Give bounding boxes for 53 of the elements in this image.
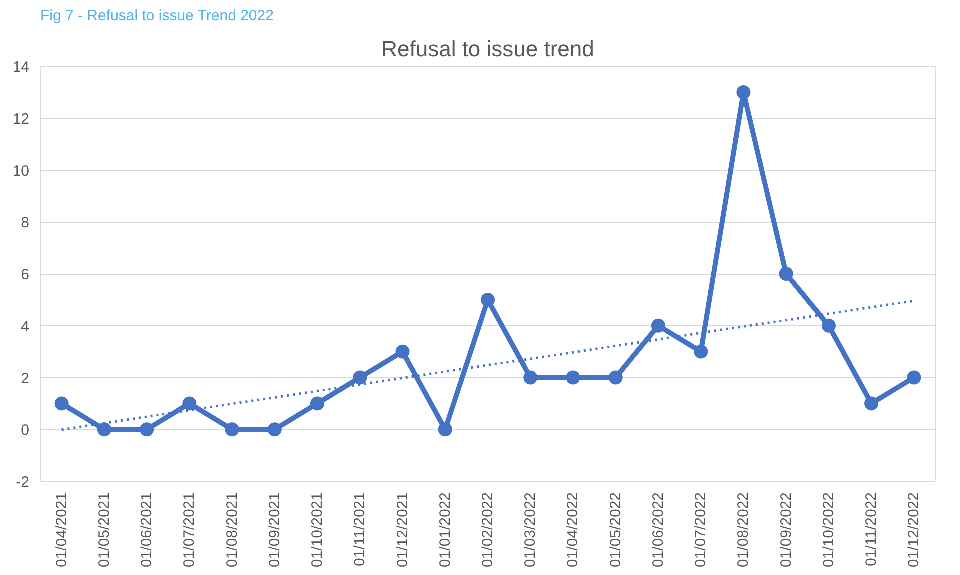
- x-tick-label: 01/11/2022: [863, 492, 880, 566]
- y-tick-label: 0: [21, 422, 30, 440]
- x-tick-label: 01/05/2021: [96, 492, 113, 568]
- point: [566, 370, 580, 385]
- point: [907, 370, 922, 385]
- x-tick-label: 01/07/2021: [181, 492, 198, 568]
- y-tick-label: 4: [21, 318, 30, 336]
- point: [694, 344, 708, 359]
- x-tick-label: 01/05/2022: [607, 492, 624, 568]
- x-tick-label: 01/04/2021: [53, 492, 70, 568]
- y-tick-label: 12: [12, 110, 30, 128]
- point: [310, 396, 325, 411]
- y-tick-label: 10: [12, 162, 30, 180]
- y-tick-label: 2: [21, 370, 30, 388]
- chart-title: Refusal to issue trend: [382, 36, 594, 62]
- caption: Fig 7 - Refusal to issue Trend 2022: [40, 8, 274, 24]
- point: [225, 422, 240, 437]
- x-tick-label: 01/10/2022: [820, 492, 838, 568]
- point: [524, 370, 538, 385]
- x-tick-label: 01/06/2022: [650, 492, 667, 568]
- x-tick-label: 01/08/2022: [735, 492, 752, 568]
- x-tick-label: 01/06/2021: [138, 492, 156, 568]
- x-tick-label: 01/12/2021: [394, 492, 412, 568]
- x-tick-label: 01/11/2021: [352, 492, 369, 566]
- point: [396, 344, 410, 359]
- x-tick-label: 01/10/2021: [309, 492, 326, 568]
- point: [736, 85, 751, 100]
- x-tick-label: 01/02/2022: [480, 492, 496, 568]
- x-tick-label: 01/09/2022: [778, 492, 795, 568]
- point: [438, 422, 452, 437]
- point: [608, 370, 623, 385]
- x-tick-label: 01/04/2022: [564, 492, 582, 568]
- point: [353, 370, 368, 385]
- y-tick-label: 14: [12, 59, 30, 76]
- x-tick-label: 01/07/2022: [692, 492, 710, 568]
- x-tick-label: 01/08/2021: [224, 492, 241, 568]
- point: [54, 396, 69, 411]
- point: [182, 396, 197, 411]
- y-tick-label: 8: [21, 214, 30, 232]
- point: [268, 422, 282, 437]
- point: [97, 422, 112, 437]
- x-tick-label: 01/03/2022: [522, 492, 540, 568]
- point: [140, 422, 154, 437]
- x-tick-label: 01/01/2022: [436, 492, 454, 568]
- point: [864, 396, 879, 411]
- x-tick-label: 01/12/2022: [906, 492, 923, 568]
- point: [651, 318, 666, 333]
- point: [481, 292, 495, 307]
- y-tick-label: 6: [21, 266, 30, 284]
- point: [779, 267, 794, 281]
- y-tick-label: -2: [16, 474, 30, 491]
- x-tick-label: 01/09/2021: [266, 492, 284, 568]
- point: [822, 318, 836, 333]
